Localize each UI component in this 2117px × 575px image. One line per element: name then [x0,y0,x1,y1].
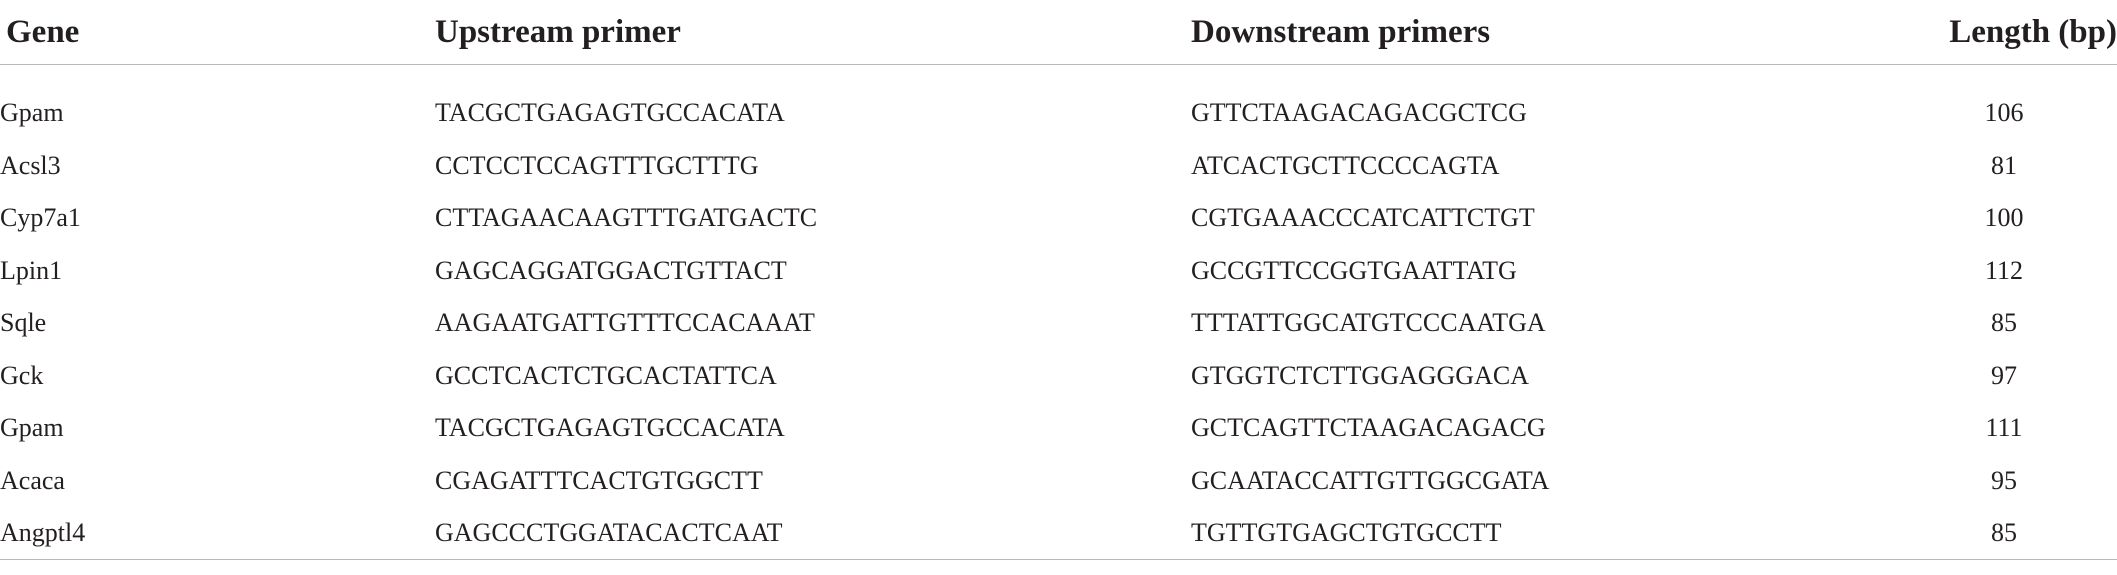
cell-downstream: GTTCTAAGACAGACGCTCG [1191,98,1527,128]
cell-upstream: TACGCTGAGAGTGCCACATA [435,98,785,128]
cell-gene: Gpam [0,413,64,443]
cell-gene: Cyp7a1 [0,203,81,233]
table-row: Gck GCCTCACTCTGCACTATTCA GTGGTCTCTTGGAGG… [0,350,2117,403]
cell-gene: Sqle [0,308,47,338]
header-row: Gene Upstream primer Downstream primers … [0,0,2117,65]
header-downstream-primers: Downstream primers [1191,0,1891,65]
cell-gene: Angptl4 [0,507,435,560]
cell-length: 85 [1891,507,2117,560]
table-row: Lpin1 GAGCAGGATGGACTGTTACT GCCGTTCCGGTGA… [0,245,2117,298]
cell-upstream: CGAGATTTCACTGTGGCTT [435,465,763,495]
cell-downstream: CGTGAAACCCATCATTCTGT [1191,203,1535,233]
cell-length: 111 [1985,413,2023,443]
cell-length: 85 [1991,308,2017,338]
cell-gene: Acsl3 [0,150,61,180]
cell-upstream: CTTAGAACAAGTTTGATGACTC [435,203,818,233]
header-length: Length (bp) [1891,0,2117,65]
header-spacer [0,65,2117,88]
table-row: Gpam TACGCTGAGAGTGCCACATA GCTCAGTTCTAAGA… [0,402,2117,455]
header-upstream-primer: Upstream primer [435,0,1191,65]
cell-length: 95 [1991,465,2017,495]
cell-length: 100 [1984,203,2024,233]
table-body: Gpam TACGCTGAGAGTGCCACATA GTTCTAAGACAGAC… [0,65,2117,560]
cell-downstream: TTTATTGGCATGTCCCAATGA [1191,308,1546,338]
table-row: Sqle AAGAATGATTGTTTCCACAAAT TTTATTGGCATG… [0,297,2117,350]
cell-downstream: TGTTGTGAGCTGTGCCTT [1191,507,1891,560]
cell-upstream: TACGCTGAGAGTGCCACATA [435,413,785,443]
cell-upstream: CCTCCTCCAGTTTGCTTTG [435,150,759,180]
cell-upstream: GCCTCACTCTGCACTATTCA [435,360,777,390]
cell-downstream: GCAATACCATTGTTGGCGATA [1191,465,1550,495]
cell-length: 106 [1984,98,2024,128]
cell-gene: Acaca [0,465,65,495]
cell-gene: Lpin1 [0,255,63,285]
cell-downstream: GTGGTCTCTTGGAGGGACA [1191,360,1529,390]
cell-gene: Gck [0,360,44,390]
table-header: Gene Upstream primer Downstream primers … [0,0,2117,65]
table-row: Gpam TACGCTGAGAGTGCCACATA GTTCTAAGACAGAC… [0,87,2117,140]
cell-downstream: GCCGTTCCGGTGAATTATG [1191,255,1517,285]
cell-upstream: AAGAATGATTGTTTCCACAAAT [435,308,815,338]
cell-downstream: GCTCAGTTCTAAGACAGACG [1191,413,1546,443]
table-row: Angptl4 GAGCCCTGGATACACTCAAT TGTTGTGAGCT… [0,507,2117,560]
cell-gene: Gpam [0,98,64,128]
cell-upstream: GAGCCCTGGATACACTCAAT [435,507,1191,560]
table-row: Acsl3 CCTCCTCCAGTTTGCTTTG ATCACTGCTTCCCC… [0,140,2117,193]
header-gene: Gene [0,0,435,65]
table-row: Acaca CGAGATTTCACTGTGGCTT GCAATACCATTGTT… [0,455,2117,508]
cell-length: 81 [1991,150,2017,180]
cell-upstream: GAGCAGGATGGACTGTTACT [435,255,787,285]
primer-table: Gene Upstream primer Downstream primers … [0,0,2117,560]
cell-length: 97 [1991,360,2017,390]
cell-length: 112 [1984,255,2024,285]
table-row: Cyp7a1 CTTAGAACAAGTTTGATGACTC CGTGAAACCC… [0,192,2117,245]
cell-downstream: ATCACTGCTTCCCCAGTA [1191,150,1500,180]
